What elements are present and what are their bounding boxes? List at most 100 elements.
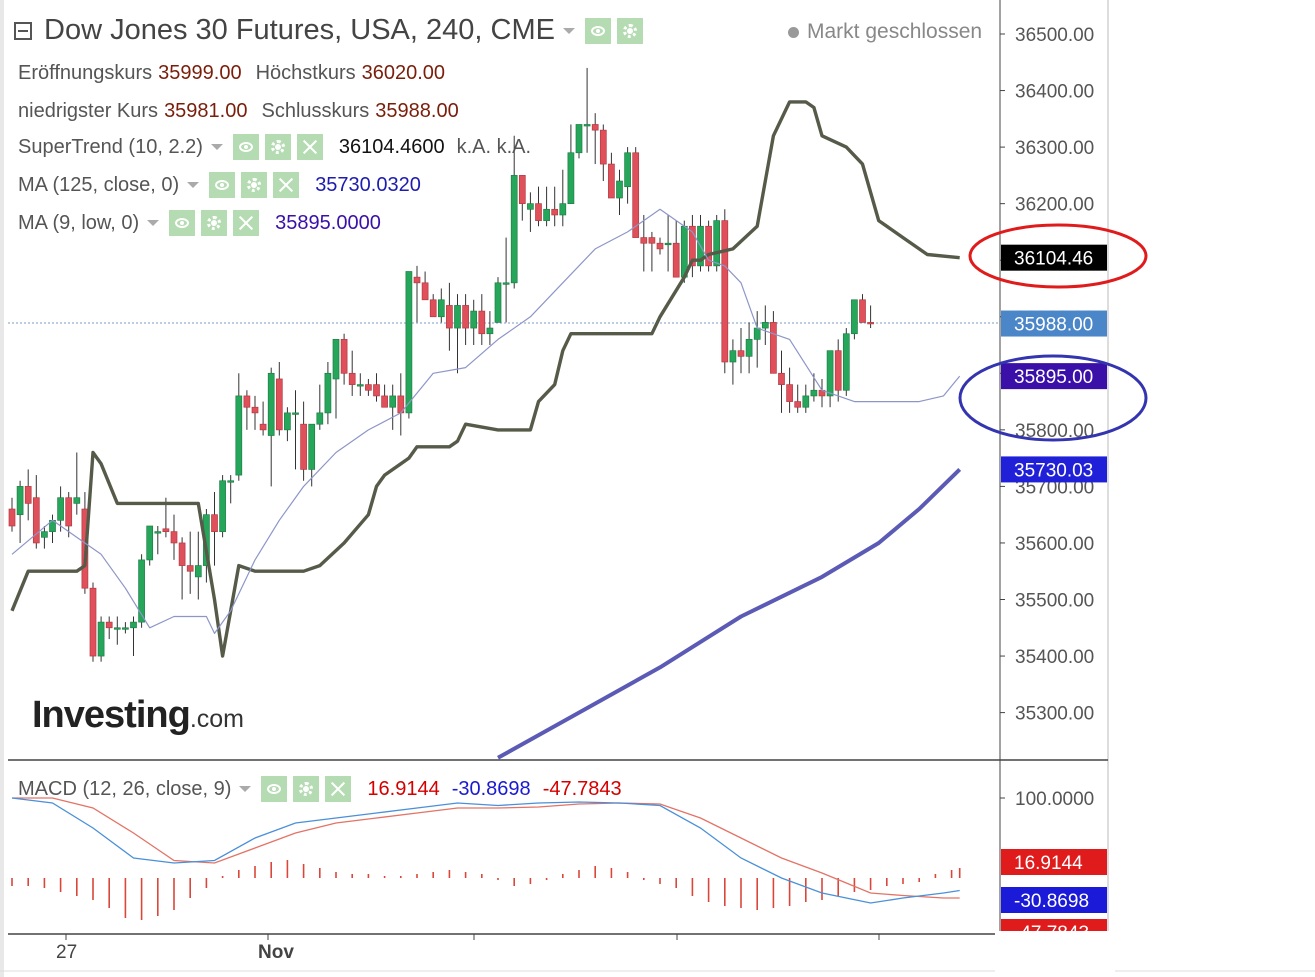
collapse-icon[interactable]: [14, 21, 32, 40]
gear-icon[interactable]: [293, 776, 320, 802]
candle-body: [770, 322, 777, 374]
candle-body: [259, 423, 267, 431]
y-tick-label: 35400.00: [1015, 647, 1094, 668]
candle-body: [510, 175, 518, 284]
y-tick-label: 35700.00: [1015, 477, 1094, 498]
y-tick-label: 36400.00: [1015, 82, 1094, 103]
close-icon[interactable]: [296, 134, 323, 160]
macd-tag-1: [1001, 849, 1107, 875]
last-price-tag-label: 35988.00: [1014, 315, 1093, 336]
eye-icon[interactable]: [261, 776, 288, 802]
candle-body: [356, 384, 364, 387]
indicator-lines: [10, 100, 962, 760]
close-icon[interactable]: [325, 776, 352, 802]
candle-body: [616, 180, 623, 199]
candle-body: [851, 299, 858, 335]
candle-body: [122, 627, 129, 630]
candle-body: [421, 282, 429, 301]
candle-body: [105, 621, 113, 629]
candle-body: [437, 299, 445, 318]
ma125-price-tag: [1001, 456, 1107, 483]
eye-icon[interactable]: [209, 172, 236, 198]
candle-body: [543, 208, 550, 221]
ma9-price-tag: [1001, 363, 1107, 390]
candle-body: [300, 423, 307, 470]
candle-body: [154, 531, 162, 534]
candle-body: [575, 124, 583, 154]
macd-tag-2: [1001, 887, 1107, 913]
eye-icon[interactable]: [169, 210, 196, 236]
candle-body: [348, 372, 356, 385]
chevron-down-icon[interactable]: [187, 182, 200, 188]
candle-body: [57, 497, 64, 521]
supertrend-legend: SuperTrend (10, 2.2) 36104.4600 k.A. k.A…: [18, 134, 531, 160]
candle-body: [656, 242, 664, 250]
close-icon[interactable]: [233, 210, 260, 236]
candle-body: [705, 225, 712, 267]
candle-body: [162, 528, 170, 532]
candle-body: [97, 621, 105, 657]
macd-panel: 100.0000: [11, 789, 1094, 920]
chevron-down-icon[interactable]: [210, 144, 223, 150]
candle-body: [194, 565, 202, 578]
eye-icon[interactable]: [232, 134, 259, 160]
candle-body: [794, 401, 802, 408]
signal-line: [12, 797, 960, 899]
chevron-down-icon[interactable]: [239, 786, 252, 792]
candle-body: [292, 412, 299, 415]
chart-title: Dow Jones 30 Futures, USA, 240, CME: [44, 14, 555, 46]
candle-body: [219, 480, 226, 532]
candle-body: [834, 350, 842, 391]
chevron-down-icon[interactable]: [147, 220, 160, 226]
low-label: niedrigster Kurs: [18, 100, 159, 122]
candle-body: [243, 395, 251, 408]
close-icon[interactable]: [273, 172, 300, 198]
ma125-value: 35730.0320: [315, 173, 421, 196]
gear-icon[interactable]: [201, 210, 228, 236]
candle-body: [446, 305, 453, 329]
candle-body: [340, 339, 348, 374]
blue-circle-annotation: [958, 354, 1148, 442]
candle-body: [316, 412, 324, 425]
candle-body: [527, 203, 534, 210]
ma9-line: [11, 208, 961, 634]
candle-body: [551, 208, 559, 216]
candle-body: [275, 378, 283, 431]
candle-body: [559, 203, 567, 216]
left-edge: [0, 0, 4, 977]
candle-body: [365, 384, 372, 391]
last-price-tag: [1001, 310, 1107, 337]
gear-icon[interactable]: [616, 17, 643, 44]
supertrend-value: 36104.4600: [338, 135, 445, 158]
candle-body: [859, 299, 866, 323]
candle-body: [284, 412, 291, 431]
price-tags: 36104.46 35988.00 35895.00 35730.03 16.9144 -…: [995, 244, 1115, 977]
tag-mask: [995, 931, 1115, 977]
candle-body: [235, 395, 243, 476]
macd-y-tick-label: 100.0000: [1015, 789, 1094, 810]
candle-body: [721, 220, 729, 363]
ohlc-row-1: Eröffnungskurs 35999.00 Höchstkurs 36020…: [18, 62, 459, 85]
macd-value-3: -47.7843: [542, 777, 622, 800]
candle-body: [729, 350, 737, 363]
candle-body: [138, 559, 145, 623]
candle-body: [583, 124, 591, 127]
candle-body: [745, 339, 753, 357]
open-value: 35999.00: [158, 62, 242, 84]
ma125-label: MA (125, close, 0): [18, 173, 180, 196]
candlestick-series: [8, 67, 874, 662]
ma9-legend: MA (9, low, 0) 35895.0000: [18, 210, 381, 236]
candle-body: [170, 531, 178, 544]
chevron-down-icon[interactable]: [562, 27, 575, 34]
legend: Dow Jones 30 Futures, USA, 240, CME Eröf…: [0, 0, 1000, 760]
ma125-legend: MA (125, close, 0) 35730.0320: [18, 172, 421, 198]
candle-body: [308, 423, 316, 470]
gear-icon[interactable]: [264, 134, 291, 160]
gear-icon[interactable]: [241, 172, 268, 198]
supertrend-price-tag: [1001, 244, 1107, 271]
y-tick-label: 36200.00: [1015, 195, 1094, 216]
candle-body: [381, 395, 388, 408]
eye-icon[interactable]: [584, 17, 611, 44]
ohlc-row-2: niedrigster Kurs 35981.00 Schlusskurs 35…: [18, 100, 473, 123]
